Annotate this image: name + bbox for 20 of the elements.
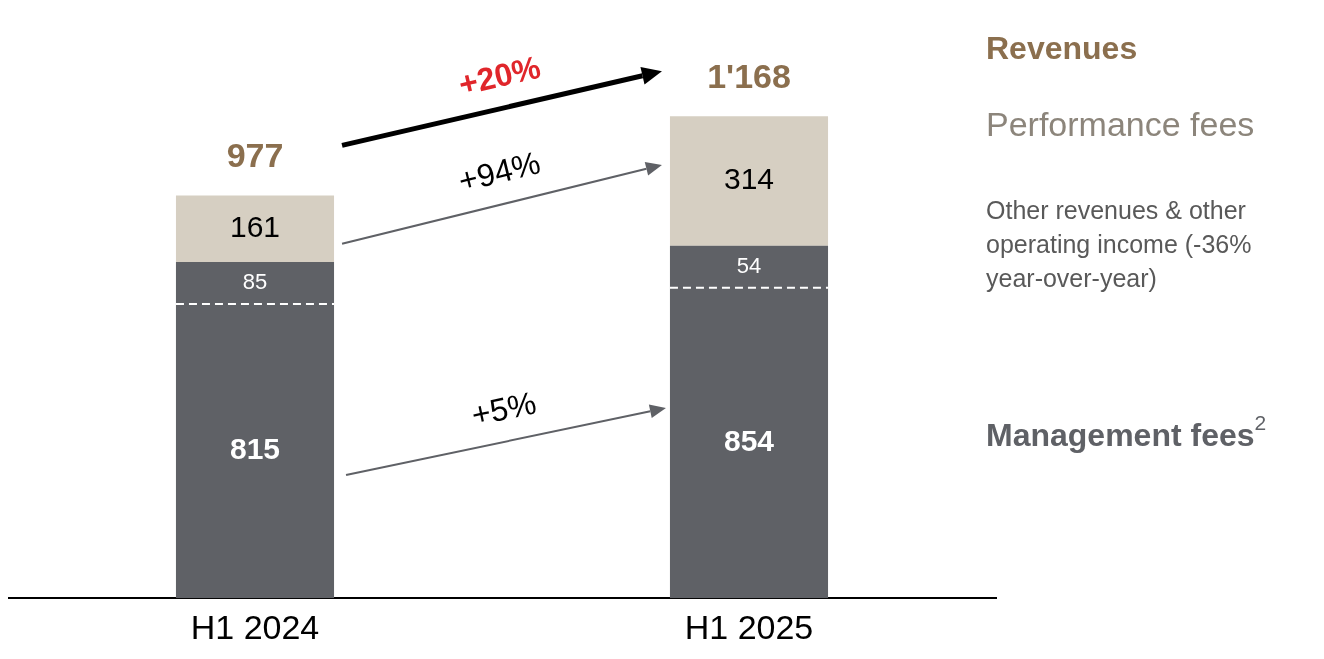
data-label: 815 <box>229 432 281 466</box>
text: Revenues <box>986 30 1138 67</box>
total-label: 1'168 <box>707 56 791 95</box>
text: Performance fees <box>986 104 1255 143</box>
annotation: 54 <box>736 253 762 279</box>
bar <box>669 245 829 599</box>
x-tick-label: H1 2025 <box>684 607 814 646</box>
annotation: Other revenues & other operating income (-36% year-over-year) <box>986 195 1252 292</box>
data-label: 161 <box>229 209 281 243</box>
x-tick-label: H1 2024 <box>190 607 320 646</box>
annotation: +5% <box>468 384 540 434</box>
data-label: 854 <box>723 424 775 458</box>
bar <box>175 261 335 599</box>
data-label: 314 <box>723 162 775 196</box>
bar <box>669 116 829 246</box>
total-label: 977 <box>226 135 284 174</box>
bar <box>175 195 335 262</box>
annotation: 85 <box>242 269 268 295</box>
text: +20% <box>455 48 544 103</box>
annotation: +94% <box>454 144 544 199</box>
